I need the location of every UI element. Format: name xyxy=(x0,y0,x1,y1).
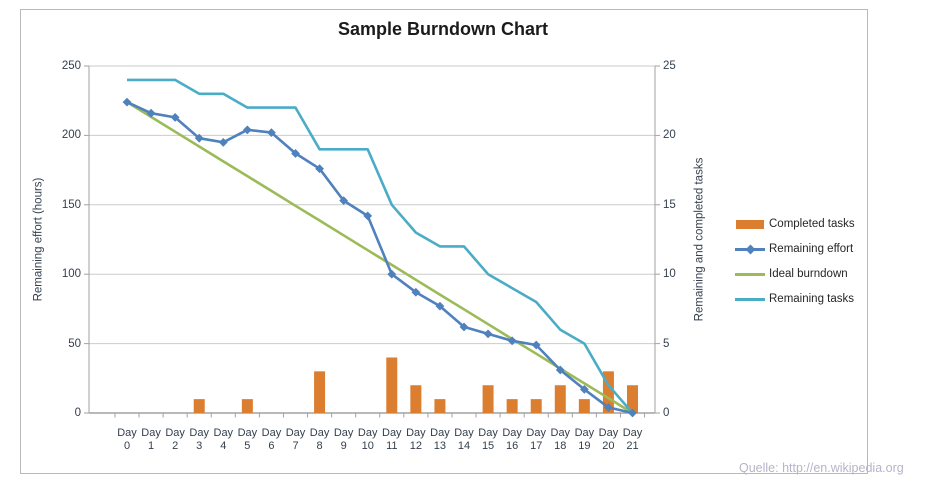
right-axis-tick-label: 15 xyxy=(663,198,676,211)
legend-swatch-remaining-tasks xyxy=(735,293,767,305)
chart-title: Sample Burndown Chart xyxy=(337,19,548,39)
legend-swatch-ideal-burndown xyxy=(735,268,767,280)
marker-diamond xyxy=(555,365,565,375)
legend-item-remaining-effort: Remaining effort xyxy=(735,236,867,261)
marker-diamond xyxy=(291,149,300,158)
x-axis-tick-label: Day 21 xyxy=(622,427,643,452)
x-axis-tick-label: Day 0 xyxy=(117,427,137,452)
legend-label: Ideal burndown xyxy=(769,267,848,280)
x-axis-tick-label: Day 17 xyxy=(526,427,546,452)
x-axis-tick-label: Day 1 xyxy=(141,427,161,452)
legend-item-remaining-tasks: Remaining tasks xyxy=(735,286,867,311)
x-axis-tick-label: Day 7 xyxy=(285,427,306,452)
bar-day-15 xyxy=(482,385,494,413)
x-axis-tick-label: Day 13 xyxy=(430,427,450,452)
bar-day-18 xyxy=(554,385,566,413)
x-axis-tick-label: Day 19 xyxy=(574,427,595,452)
right-axis-tick-label: 20 xyxy=(663,129,676,142)
bar-day-21 xyxy=(627,385,638,413)
x-axis-tick-label: Day 14 xyxy=(454,427,474,452)
marker-diamond xyxy=(579,385,589,394)
marker-diamond xyxy=(459,322,469,332)
line-remaining-tasks xyxy=(127,78,634,414)
marker-diamond xyxy=(170,112,180,122)
marker-diamond xyxy=(122,97,132,107)
x-axis-tick-label: Day 3 xyxy=(189,427,209,452)
bar-day-3 xyxy=(193,399,205,413)
line-remaining-effort xyxy=(126,100,633,415)
right-axis-tick-label: 5 xyxy=(663,337,670,350)
left-axis-tick-label: 150 xyxy=(61,198,81,211)
x-axis-tick-label: Day 4 xyxy=(213,427,234,452)
x-axis-tick-label: Day 5 xyxy=(237,427,258,452)
x-axis-tick-label: Day 9 xyxy=(333,427,354,452)
marker-diamond xyxy=(146,108,156,118)
x-axis-tick-label: Day 11 xyxy=(382,427,402,452)
marker-diamond xyxy=(604,403,613,412)
marker-diamond xyxy=(628,408,637,418)
x-axis-tick-label: Day 15 xyxy=(478,427,498,452)
bar-day-16 xyxy=(506,399,518,413)
marker-diamond xyxy=(435,301,445,311)
right-axis-title: Remaining and completed tasks xyxy=(693,157,706,322)
left-axis-tick-label: 200 xyxy=(61,129,81,142)
x-axis-tick-label: Day 8 xyxy=(309,427,330,452)
legend-swatch-completed-tasks xyxy=(735,218,767,230)
legend: Completed tasks Remaining effort Ideal bur… xyxy=(735,211,867,311)
bar-day-13 xyxy=(434,399,446,413)
left-axis-title: Remaining effort (hours) xyxy=(32,177,45,302)
bar-day-5 xyxy=(241,399,253,413)
marker-diamond xyxy=(267,128,276,138)
marker-diamond xyxy=(411,287,421,297)
marker-diamond xyxy=(483,329,493,339)
right-axis-tick-label: 10 xyxy=(663,268,676,281)
left-axis-tick-label: 50 xyxy=(68,337,81,350)
legend-label: Remaining tasks xyxy=(769,292,855,305)
x-axis-tick-label: Day 10 xyxy=(357,427,378,452)
marker-diamond xyxy=(363,211,373,221)
x-axis-tick-label: Day 12 xyxy=(406,427,426,452)
marker-diamond xyxy=(531,340,541,350)
bar-day-11 xyxy=(386,357,398,413)
line-swatch-icon xyxy=(735,272,765,276)
legend-item-completed-tasks: Completed tasks xyxy=(735,211,867,236)
right-axis-tick-label: 25 xyxy=(663,60,676,72)
left-axis-tick-label: 0 xyxy=(74,407,81,419)
x-axis-tick-label: Day 20 xyxy=(598,427,619,452)
marker-diamond xyxy=(507,336,517,346)
bar-day-20 xyxy=(602,371,614,413)
legend-swatch-remaining-effort xyxy=(735,243,767,255)
chart-outer-border xyxy=(20,9,868,474)
bar-day-12 xyxy=(410,385,422,413)
x-axis-tick-label: Day 6 xyxy=(261,427,282,452)
diamond-marker-icon xyxy=(745,244,756,254)
left-axis-tick-label: 100 xyxy=(61,268,81,281)
bar-day-17 xyxy=(530,399,542,413)
line-ideal-burndown xyxy=(126,100,634,415)
marker-diamond xyxy=(242,125,252,135)
legend-item-ideal-burndown: Ideal burndown xyxy=(735,261,867,286)
left-axis-tick-label: 250 xyxy=(61,60,81,72)
bar-swatch-icon xyxy=(736,219,764,229)
x-axis-tick-label: Day 2 xyxy=(165,427,185,452)
marker-diamond xyxy=(194,133,204,143)
marker-diamond xyxy=(387,269,397,279)
marker-diamond xyxy=(218,137,228,147)
x-axis-tick-label: Day 18 xyxy=(550,427,571,452)
bar-day-8 xyxy=(314,371,326,413)
legend-label: Remaining effort xyxy=(769,242,854,255)
legend-label: Completed tasks xyxy=(769,217,855,230)
marker-diamond xyxy=(339,196,349,206)
source-note: Quelle: http://en.wikipedia.org xyxy=(739,461,904,475)
line-swatch-icon xyxy=(735,297,765,301)
marker-diamond xyxy=(315,164,324,174)
x-axis-tick-label: Day 16 xyxy=(502,427,522,452)
bar-day-19 xyxy=(578,399,590,413)
right-axis-tick-label: 0 xyxy=(663,407,670,419)
